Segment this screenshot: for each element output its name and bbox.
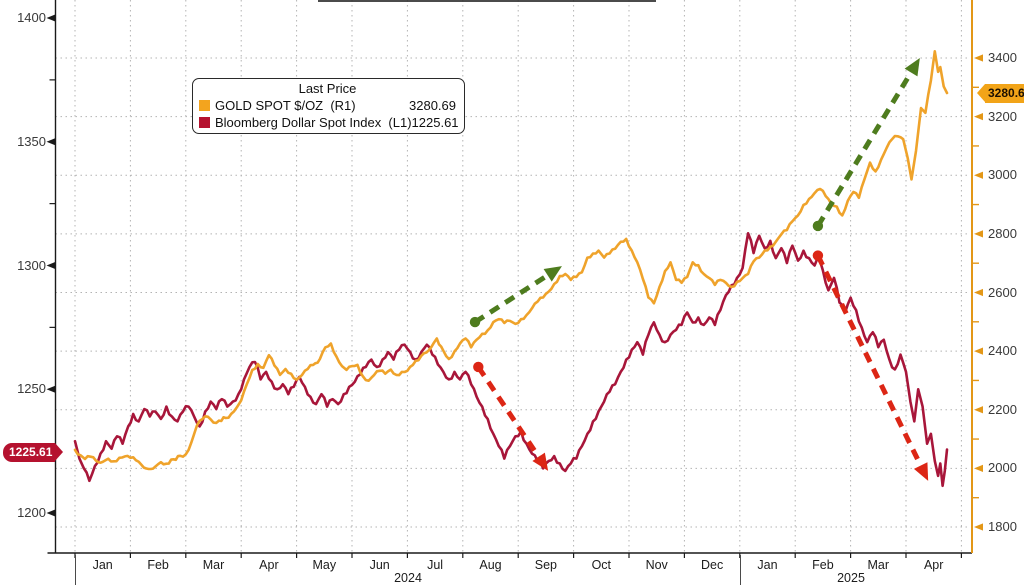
trend-arrow-down-2024-head-icon [532,452,549,471]
gold-series-label: GOLD SPOT $/OZ (R1) [215,98,356,113]
month-label: Jan [757,558,778,572]
left-axis-tick-label: 1250 [17,381,46,397]
dollar-index-line [73,232,949,488]
month-label: Jul [427,558,444,572]
trend-arrow-up-2024-head-icon [543,266,562,282]
right-axis-tick-label: 2200 [988,401,1017,417]
month-label: Dec [700,558,724,572]
right-axis-tick-label: 3200 [988,108,1017,124]
gold-price-tag[interactable]: 3280.69 [977,84,1024,103]
gold-price-tag-pointer-icon [977,84,985,102]
left-axis-tick-arrow-icon [46,14,56,22]
trend-arrow-down-2025-head-icon [913,462,929,481]
month-label: Feb [147,558,169,572]
dollar-index-price-tag[interactable]: 1225.61 [3,443,64,462]
trend-arrow-up-2025-origin-dot [812,220,824,232]
left-axis-tick-label: 1200 [17,505,46,520]
dollar-index-swatch-icon [199,117,210,128]
month-label: Jan [92,558,113,572]
month-label: Sep [534,558,557,572]
gold-spot-line [73,50,949,471]
legend-row-dollar-index[interactable]: Bloomberg Dollar Spot Index (L1) 1225.61 [199,114,459,131]
month-label: May [312,558,337,572]
left-axis-tick-label: 1400 [17,10,46,25]
right-axis-tick-arrow-icon [974,54,983,62]
right-axis-tick-label: 3400 [988,50,1017,65]
year-separator-2024 [75,555,76,585]
right-axis-tick-arrow-icon [974,347,983,355]
trend-arrow-down-2024-origin-dot [473,361,484,373]
trend-arrow-down-2025-origin-dot [812,250,824,261]
trend-arrow-up-2025-head-icon [904,58,920,77]
trend-arrow-up-2024-origin-dot [469,316,481,328]
left-axis-tick-arrow-icon [46,509,56,517]
month-label: Mar [867,558,890,572]
month-label: Mar [202,558,225,572]
gold-series-swatch-icon [199,100,210,111]
month-label: Nov [645,558,668,572]
trend-arrow-up-2024-shaft [473,273,550,325]
month-label: Apr [259,558,279,572]
gold-price-tag-value: 3280.69 [985,84,1024,103]
month-label: Aug [479,558,502,572]
gold-series-last-price: 3280.69 [409,98,456,113]
trend-arrow-down-2025-shaft [815,254,923,467]
right-axis-tick-label: 2000 [988,460,1017,476]
left-axis-tick-label: 1300 [17,257,46,273]
right-axis-tick-label: 2800 [988,225,1017,241]
year-label-2025: 2025 [837,571,865,585]
dollar-index-price-tag-value: 1225.61 [3,443,56,462]
right-axis-tick-arrow-icon [974,113,983,121]
right-axis-tick-arrow-icon [974,406,983,414]
month-label: Apr [923,558,944,572]
right-axis-tick-label: 2600 [988,284,1017,300]
right-axis-tick-label: 2400 [988,343,1017,359]
left-axis-tick-label: 1350 [17,133,46,149]
trend-arrow-up-2025-shaft [815,71,914,228]
month-label: Feb [812,558,834,572]
dollar-index-label: Bloomberg Dollar Spot Index (L1) [215,115,412,130]
month-label: Jun [369,558,390,572]
right-axis-tick-arrow-icon [974,230,983,238]
year-separator-2025 [740,555,741,585]
right-axis-tick-arrow-icon [974,171,983,179]
right-axis-tick-arrow-icon [974,523,983,531]
month-label: Oct [591,558,612,572]
trend-arrow-down-2024-shaft [476,365,541,459]
cropped-title-line [318,0,656,2]
right-axis-tick-label: 3000 [988,167,1017,183]
dollar-index-last-price: 1225.61 [411,115,459,130]
right-axis-tick-label: 1800 [988,519,1017,534]
left-axis-tick-arrow-icon [46,261,56,270]
dollar-index-price-tag-pointer-icon [55,443,64,461]
legend-row-gold[interactable]: GOLD SPOT $/OZ (R1) 3280.69 [199,97,456,114]
right-axis-tick-arrow-icon [974,464,983,472]
year-label-2024: 2024 [394,571,422,585]
legend-title: Last Price [298,81,357,96]
left-axis-tick-arrow-icon [46,385,56,393]
right-axis-tick-arrow-icon [974,288,983,297]
legend-box[interactable]: Last Price GOLD SPOT $/OZ (R1) 3280.69 B… [192,78,465,134]
left-axis-tick-arrow-icon [46,138,56,146]
